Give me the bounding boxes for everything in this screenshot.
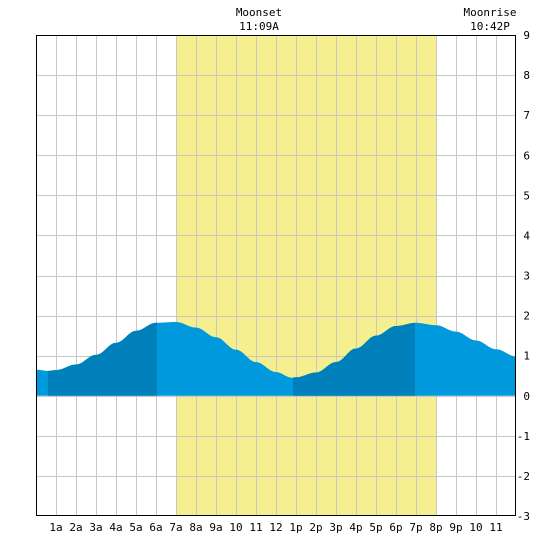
- tide-area-dark-band: [293, 322, 415, 396]
- y-tick-label: 1: [523, 350, 530, 363]
- x-tick-label: 10: [469, 521, 482, 534]
- y-tick-label: 8: [523, 69, 530, 82]
- x-tick-label: 6p: [389, 521, 402, 534]
- x-tick-label: 9a: [209, 521, 222, 534]
- x-tick-label: 4p: [349, 521, 362, 534]
- x-tick-label: 9p: [449, 521, 462, 534]
- x-tick-label: 7p: [409, 521, 422, 534]
- event-title: Moonset: [236, 6, 282, 19]
- tick-labels-layer: 1a 2a 3a 4a 5a 6a 7a 8a 9a 10 11 12 1p 2p 3p 4p 5p 6p 7p 8p…: [49, 29, 530, 534]
- event-title: Moonrise: [464, 6, 517, 19]
- x-tick-label: 3a: [89, 521, 102, 534]
- y-tick-label: 0: [523, 390, 530, 403]
- x-tick-label: 4a: [109, 521, 122, 534]
- y-tick-label: 6: [523, 149, 530, 162]
- x-tick-label: 1p: [289, 521, 302, 534]
- y-tick-label: 4: [523, 229, 530, 242]
- x-tick-label: 7a: [169, 521, 182, 534]
- x-tick-label: 5a: [129, 521, 142, 534]
- y-tick-label: 5: [523, 189, 530, 202]
- x-tick-label: 2p: [309, 521, 322, 534]
- event-time: 10:42P: [470, 20, 510, 33]
- x-tick-label: 11: [489, 521, 502, 534]
- water-layer: [36, 322, 516, 396]
- x-tick-label: 5p: [369, 521, 382, 534]
- tide-area-dark-band: [48, 322, 157, 396]
- y-tick-label: -3: [517, 510, 530, 523]
- x-tick-label: 3p: [329, 521, 342, 534]
- x-tick-label: 6a: [149, 521, 162, 534]
- x-tick-label: 10: [229, 521, 242, 534]
- x-tick-label: 1a: [49, 521, 62, 534]
- y-tick-label: 2: [523, 310, 530, 323]
- x-tick-label: 8a: [189, 521, 202, 534]
- y-tick-label: -2: [517, 470, 530, 483]
- plot-border: [36, 35, 516, 516]
- y-tick-label: 3: [523, 270, 530, 283]
- event-time: 11:09A: [239, 20, 279, 33]
- x-tick-label: 2a: [69, 521, 82, 534]
- grid-layer: [36, 35, 516, 516]
- x-tick-label: 11: [249, 521, 262, 534]
- x-tick-label: 12: [269, 521, 282, 534]
- y-tick-label: 7: [523, 109, 530, 122]
- y-tick-label: 9: [523, 29, 530, 42]
- y-tick-label: -1: [517, 430, 530, 443]
- x-tick-label: 8p: [429, 521, 442, 534]
